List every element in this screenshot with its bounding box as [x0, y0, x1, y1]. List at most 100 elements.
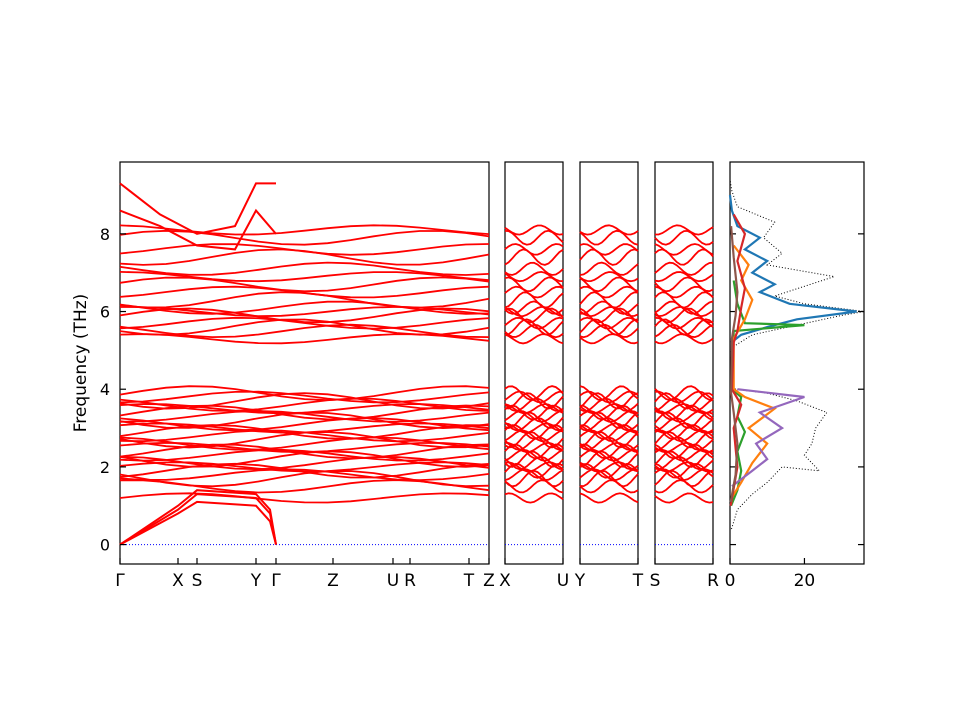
- band-line: [654, 243, 714, 256]
- band-line: [579, 323, 639, 339]
- band-line: [654, 492, 714, 504]
- x-tick-label: Z: [327, 571, 339, 591]
- band-line: [654, 229, 714, 246]
- band-panel-3-frame: [579, 161, 639, 565]
- band-line: [504, 333, 564, 345]
- band-line: [504, 455, 564, 471]
- band-line: [654, 300, 714, 315]
- band-line: [119, 500, 277, 546]
- band-line: [579, 243, 639, 256]
- band-line: [654, 323, 714, 339]
- dos-x-tick-label: 20: [794, 571, 816, 591]
- band-line: [119, 318, 490, 336]
- x-tick-label: R: [707, 571, 719, 591]
- band-line: [504, 291, 564, 309]
- band-line: [119, 229, 490, 246]
- band-line: [654, 450, 714, 468]
- band-line: [654, 276, 714, 293]
- band-line: [119, 468, 490, 482]
- band-line: [504, 468, 564, 481]
- dos-series-line: [729, 213, 747, 506]
- band-line: [504, 270, 564, 283]
- band-line: [119, 307, 490, 324]
- band-line: [579, 431, 639, 449]
- band-line: [579, 318, 639, 336]
- x-tick-label: S: [650, 571, 661, 591]
- band-line: [654, 385, 714, 402]
- x-tick-label: R: [404, 571, 416, 591]
- dos-panel-frame: [729, 161, 865, 565]
- band-line: [504, 224, 564, 236]
- band-line: [119, 436, 490, 451]
- x-tick-label: T: [463, 571, 475, 591]
- dos-series-line: [728, 194, 857, 344]
- band-line: [119, 276, 490, 293]
- x-tick-label: U: [557, 571, 569, 591]
- band-panel-1-frame: [119, 161, 490, 565]
- band-line: [119, 470, 490, 488]
- band-line: [504, 448, 564, 462]
- x-tick-label: Y: [574, 571, 586, 591]
- band-line: [119, 323, 490, 339]
- band-line: [579, 306, 639, 318]
- x-tick-label: T: [632, 571, 644, 591]
- band-line: [579, 397, 639, 412]
- band-line: [504, 316, 564, 330]
- band-line: [119, 333, 490, 345]
- dos-curves: 0 20: [725, 179, 865, 591]
- band-line: [119, 489, 277, 546]
- band-line: [654, 422, 714, 434]
- band-line: [654, 417, 714, 432]
- band-line: [579, 479, 639, 494]
- band-line: [579, 443, 639, 460]
- band-line: [579, 385, 639, 401]
- band-line: [579, 492, 639, 504]
- band-line: [119, 291, 490, 309]
- band-line: [579, 271, 639, 283]
- x-tick-label: Y: [250, 571, 262, 591]
- band-line: [119, 417, 490, 432]
- band-line: [119, 448, 490, 462]
- band-line: [579, 333, 639, 345]
- x-tick-label: Z: [483, 571, 495, 591]
- band-line: [654, 261, 714, 276]
- x-tick-label: X: [499, 571, 511, 591]
- band-line: [504, 450, 564, 468]
- band-line: [504, 243, 564, 256]
- band-line: [119, 300, 490, 315]
- dos-series-line: [730, 244, 777, 499]
- band-line: [120, 479, 490, 494]
- band-panel-4-frame: [654, 161, 714, 565]
- band-line: [504, 492, 564, 504]
- band-curves: [119, 182, 714, 546]
- phonon-dos-plot: 0 20: [725, 161, 865, 591]
- band-line: [579, 404, 639, 421]
- band-line: [504, 318, 564, 336]
- dos-x-tick-label: 0: [725, 571, 736, 591]
- y-axis-label: Frequency (THz): [71, 294, 91, 433]
- band-line: [504, 300, 564, 315]
- band-line: [504, 248, 564, 266]
- x-tick-label: X: [172, 571, 184, 591]
- band-line: [579, 469, 639, 488]
- band-line: [579, 417, 639, 432]
- y-tick-label: 8: [100, 225, 110, 244]
- band-line: [119, 305, 490, 318]
- band-line: [119, 392, 490, 410]
- band-line: [579, 291, 639, 309]
- band-line: [119, 385, 490, 402]
- y-tick-label: 2: [100, 458, 110, 477]
- x-tick-label: Γ: [115, 571, 125, 591]
- band-line: [504, 429, 564, 443]
- band-line: [654, 441, 714, 454]
- band-line: [119, 224, 490, 236]
- band-line: [579, 261, 639, 276]
- band-line: [119, 410, 490, 423]
- band-line: [504, 411, 564, 430]
- x-tick-label: Γ: [271, 571, 281, 591]
- band-line: [579, 248, 639, 266]
- band-line: [654, 271, 714, 283]
- band-line: [119, 492, 490, 504]
- band-line: [654, 248, 714, 266]
